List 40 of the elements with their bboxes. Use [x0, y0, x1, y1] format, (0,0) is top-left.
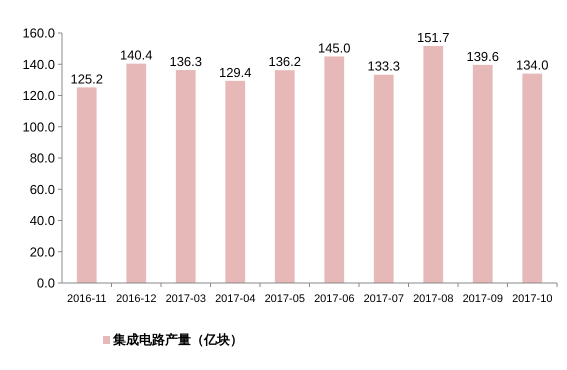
legend-label: 集成电路产量（亿块）	[112, 332, 243, 347]
y-tick-label: 20.0	[30, 244, 55, 260]
data-label: 125.2	[70, 71, 104, 86]
data-label: 129.4	[218, 64, 252, 80]
x-tick-label: 2017-05	[264, 293, 305, 305]
bar	[374, 74, 394, 283]
y-tick-label: 140.0	[22, 56, 55, 72]
bar	[176, 70, 196, 283]
x-tick-label: 2017-04	[215, 293, 256, 305]
bar	[324, 56, 344, 283]
bar	[423, 46, 444, 283]
bar	[126, 64, 146, 283]
bar	[522, 74, 542, 283]
bar	[225, 80, 246, 283]
bar	[472, 64, 493, 283]
x-tick-label: 2017-03	[166, 293, 206, 305]
x-tick-label: 2017-08	[413, 293, 454, 305]
y-tick-label: 0.0	[36, 276, 55, 291]
x-tick-label: 2017-09	[462, 293, 503, 305]
y-tick-label: 40.0	[30, 213, 55, 228]
x-tick-label: 2016-12	[116, 293, 156, 305]
y-tick-label: 80.0	[30, 150, 55, 166]
bar	[274, 70, 295, 283]
y-tick-label: 100.0	[22, 119, 55, 134]
y-tick-label: 60.0	[30, 182, 55, 197]
data-label: 133.3	[367, 58, 400, 74]
data-label: 140.4	[120, 48, 153, 63]
x-tick-label: 2017-07	[364, 293, 404, 305]
data-label: 134.0	[516, 58, 549, 73]
data-label: 151.7	[416, 30, 450, 45]
x-tick-label: 2017-10	[512, 293, 552, 305]
y-tick-label: 160.0	[22, 26, 55, 41]
bar	[76, 87, 97, 283]
data-label: 145.0	[318, 40, 351, 56]
x-tick-label: 2017-06	[314, 293, 354, 305]
x-tick-label: 2016-11	[66, 293, 107, 305]
data-label: 136.2	[268, 54, 302, 70]
data-label: 139.6	[466, 48, 500, 64]
data-label: 136.3	[169, 54, 202, 70]
y-tick-label: 120.0	[22, 88, 55, 104]
